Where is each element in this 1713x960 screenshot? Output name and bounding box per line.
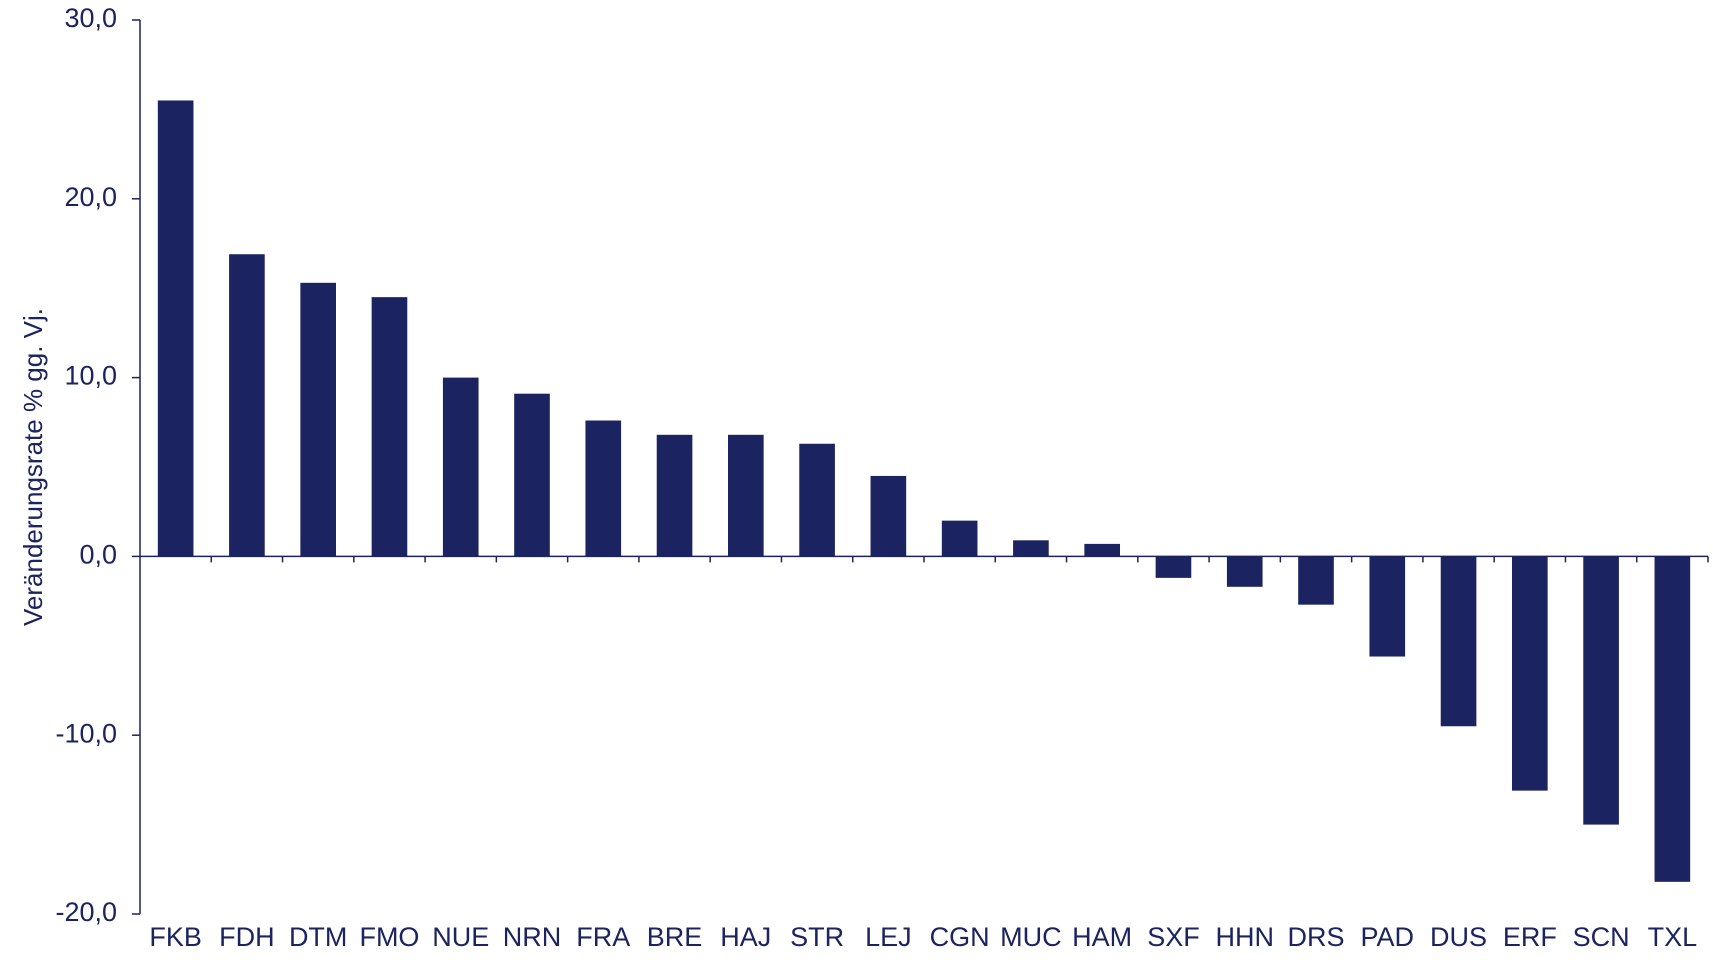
x-tick-label: FKB: [149, 922, 202, 952]
y-tick-label: 20,0: [64, 182, 117, 212]
x-tick-label: HAM: [1072, 922, 1132, 952]
bar-dus: [1440, 556, 1477, 727]
x-tick-label: HAJ: [720, 922, 771, 952]
y-axis: 30,0 20,0 10,0 0,0 -10,0 -20,0: [55, 3, 141, 927]
bar-drs: [1298, 556, 1334, 605]
bar-scn: [1583, 556, 1619, 825]
bar-muc: [1013, 540, 1049, 557]
y-tick-label: -20,0: [55, 897, 117, 927]
bar-fra: [585, 420, 622, 557]
bar-txl: [1654, 556, 1691, 882]
x-tick-label: FMO: [359, 922, 419, 952]
bar-pad: [1369, 556, 1406, 657]
y-tick-label: 0,0: [79, 540, 117, 570]
x-tick-label: DTM: [289, 922, 347, 952]
x-tick-label: LEJ: [865, 922, 912, 952]
x-tick-label: TXL: [1648, 922, 1698, 952]
bar-str: [799, 443, 835, 557]
x-tick-label: FRA: [576, 922, 630, 952]
x-tick-label: DUS: [1430, 922, 1487, 952]
x-tick-label: PAD: [1361, 922, 1415, 952]
x-axis: FKB FDH DTM FMO NUE NRN FRA BRE HAJ STR LEJ CGN MUC H…: [140, 555, 1709, 952]
bar-dtm: [300, 282, 336, 557]
bar-fkb: [157, 100, 194, 557]
y-axis-title: Veränderungsrate % gg. Vj.: [18, 308, 48, 626]
bar-hhn: [1226, 556, 1263, 587]
x-tick-label: NUE: [432, 922, 489, 952]
bar-nue: [442, 377, 479, 557]
bar-ham: [1084, 543, 1120, 557]
y-tick-label: 10,0: [64, 361, 117, 391]
x-tick-label: CGN: [930, 922, 990, 952]
y-tick-label: -10,0: [55, 718, 117, 748]
x-tick-label: SCN: [1573, 922, 1630, 952]
x-tick-label: HHN: [1215, 922, 1274, 952]
x-tick-label: STR: [790, 922, 844, 952]
x-tick-label: SXF: [1147, 922, 1200, 952]
x-tick-label: BRE: [647, 922, 703, 952]
bars-group: [157, 100, 1691, 882]
bar-fdh: [229, 254, 265, 557]
bar-nrn: [514, 393, 550, 557]
x-tick-label: ERF: [1503, 922, 1557, 952]
y-tick-label: 30,0: [64, 3, 117, 33]
bar-lej: [870, 475, 907, 557]
x-tick-label: NRN: [503, 922, 562, 952]
x-tick-label: DRS: [1287, 922, 1344, 952]
x-tick-label: MUC: [1000, 922, 1062, 952]
bar-bre: [656, 434, 693, 557]
bar-fmo: [371, 297, 408, 557]
bar-erf: [1512, 556, 1548, 791]
x-tick-label: FDH: [219, 922, 275, 952]
bar-haj: [728, 434, 764, 557]
bar-cgn: [941, 520, 978, 557]
bar-sxf: [1155, 556, 1192, 578]
